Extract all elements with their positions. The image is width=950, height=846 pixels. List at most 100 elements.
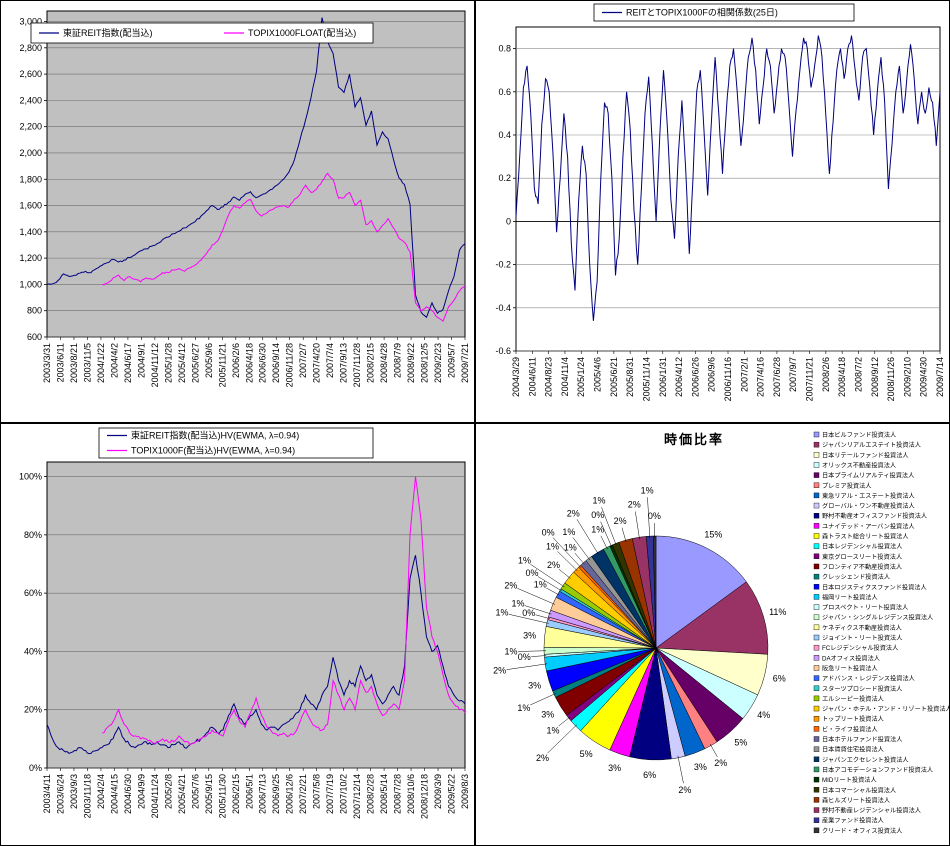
pie-slice-label: 1% [562, 527, 575, 537]
x-tick-label: 2009/5/7 [447, 343, 457, 378]
legend-label: TOPIX1000FLOAT(配当込) [248, 27, 356, 38]
legend-label: 東証REIT指数(配当込) [63, 27, 153, 38]
x-tick-label: 2009/8/3 [460, 774, 470, 809]
x-tick-label: 2003/8/21 [69, 343, 79, 383]
pie-slices [543, 535, 769, 761]
x-tick-label: 2005/6/21 [609, 357, 619, 397]
x-tick-label: 2008/12/5 [420, 343, 430, 383]
y-axis: 0.8 0.6 0.4 0.2 0 -0.2 -0.4 -0.6 [495, 44, 940, 356]
x-tick-label: 2007/2/21 [298, 774, 308, 814]
legend-swatch [813, 634, 820, 641]
pie-legend: 日本ビルファンド投資法人ジャパンリアルエステイト投資法人日本リテールファンド投資… [813, 431, 949, 835]
legend-label: 福岡リート投資法人 [822, 593, 878, 601]
volatility-chart-svg: 100%80%60%40%20%0%2003/4/11 2003/6/24 2003… [19, 427, 470, 819]
y-tick-label: 1,800 [19, 174, 42, 184]
x-tick-label: 2009/3/9 [433, 774, 443, 809]
x-tick-label: 2007/4/20 [312, 343, 322, 383]
x-tick-label: 2007/11/28 [352, 343, 362, 387]
x-tick-label: 2005/9/15 [204, 774, 214, 814]
y-tick-label: 1,000 [19, 279, 42, 289]
legend-swatch [813, 533, 820, 539]
legend-swatch [813, 502, 820, 509]
pie-slice-label: 5% [580, 749, 593, 759]
x-tick-label: 2007/2/7 [298, 343, 308, 378]
leader-line [709, 743, 718, 758]
legend-swatch [813, 512, 820, 519]
legend-label: ユナイテッド・アーバン投資法人 [822, 522, 915, 530]
x-tick-label: 2008/7/28 [393, 774, 403, 814]
legend-label: 日本アコモデーションファンド投資法人 [822, 766, 933, 774]
pie-slice-label: 3% [608, 763, 621, 773]
legend-swatch [813, 584, 820, 590]
y-tick-label: 2,800 [19, 43, 42, 53]
pie-slice-label: 1% [512, 598, 525, 608]
legend-label: プレミア投資法人 [822, 482, 872, 490]
y-tick-label: 60% [24, 588, 42, 598]
x-tick-label: 2005/6/27 [190, 343, 200, 383]
y-tick-label: 20% [24, 705, 42, 715]
legend-box [30, 22, 374, 44]
x-tick-label: 2004/2/4 [96, 774, 106, 809]
legend-label: ケネディクス不動産投資法人 [822, 624, 902, 632]
x-tick-label: 2006/12/6 [285, 774, 295, 814]
x-tick-label: 2003/9/3 [69, 774, 79, 809]
x-tick-label: 2009/2/23 [433, 343, 443, 383]
y-tick-label: 100% [19, 472, 42, 482]
x-tick-label: 2007/10/2 [339, 774, 349, 814]
pie-slice-label: 0% [648, 511, 661, 521]
legend-swatch [813, 482, 820, 488]
legend-box [98, 427, 374, 459]
x-tick-label: 2004/3/29 [511, 357, 521, 397]
leader-line [635, 511, 640, 540]
x-tick-label: 2008/9/12 [870, 357, 880, 397]
y-tick-label: 600 [27, 332, 42, 342]
x-axis: 2003/4/11 2003/6/24 2003/9/3 2003/11/18 2004… [42, 768, 470, 819]
legend-label: ジャパン・ホテル・アンド・リゾート投資法人 [822, 705, 949, 713]
series-line-1 [102, 172, 466, 323]
x-tick-label: 2007/5/8 [312, 774, 322, 809]
x-tick-label: 2005/4/12 [177, 343, 187, 383]
x-tick-label: 2008/2/15 [366, 343, 376, 383]
pie-slice-label: 1% [517, 703, 530, 713]
leader-line [552, 537, 582, 568]
x-tick-label: 2003/11/18 [82, 774, 92, 818]
x-tick-label: 2005/4/21 [177, 774, 187, 814]
leader-line [537, 576, 563, 592]
legend-swatch [813, 655, 820, 661]
y-tick-label: 0.2 [498, 173, 511, 183]
pie-slice-label: 6% [643, 770, 656, 780]
legend-swatch [813, 543, 820, 549]
legend-label: REITとTOPIX1000Fの相関係数(25日) [626, 7, 778, 18]
x-tick-label: 2006/6/30 [258, 343, 268, 383]
leader-line [557, 551, 578, 572]
x-axis: 2003/3/31 2003/6/11 2003/8/21 2003/11/5 2004… [42, 337, 470, 387]
legend-label: 阪急リート投資法人 [822, 664, 878, 672]
legend-swatch [813, 492, 820, 499]
pie-labels: 15%11%6%4%5%2%3%2%6%3%5%2%1%3%1%3%2%0%1%… [493, 485, 786, 795]
x-tick-label: 2004/11/4 [560, 357, 570, 396]
legend-swatch [813, 827, 820, 834]
legend-label: MIDリート投資法人 [822, 776, 877, 784]
x-tick-label: 2006/9/25 [271, 774, 281, 814]
x-tick-label: 2007/7/19 [325, 774, 335, 814]
legend-swatch [813, 472, 820, 478]
x-tick-label: 2006/11/28 [285, 343, 295, 387]
legend: 東証REIT指数(配当込) TOPIX1000FLOAT(配当込) [30, 22, 374, 44]
pie-slice-label: 3% [523, 630, 536, 640]
series-line-0 [46, 555, 466, 755]
legend-swatch [813, 746, 820, 752]
legend-label: 東京グロースリート投資法人 [822, 553, 902, 561]
pie-slice-label: 2% [567, 508, 580, 518]
x-tick-label: 2005/8/31 [625, 357, 635, 397]
y-tick-label: 0% [29, 763, 42, 773]
x-tick-label: 2006/5/1 [244, 774, 254, 809]
legend-swatch [813, 431, 820, 438]
leader-line [517, 588, 556, 605]
x-tick-label: 2003/4/11 [42, 774, 52, 813]
pie-slice-label: 1% [495, 608, 508, 618]
legend-label: ジャパン・シングルレジデンス投資法人 [822, 614, 933, 622]
leader-line [506, 663, 548, 670]
legend: REITとTOPIX1000Fの相関係数(25日) [593, 3, 855, 22]
legend-box [593, 3, 855, 22]
y-tick-label: 2,600 [19, 69, 42, 79]
